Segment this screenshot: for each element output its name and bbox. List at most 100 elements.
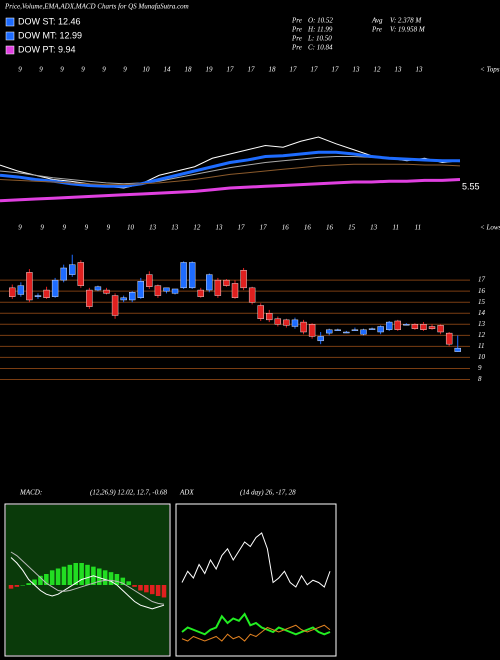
indicator-line xyxy=(10,551,165,605)
candle-body xyxy=(377,326,384,333)
y-tick-label: 12 xyxy=(478,331,486,339)
date-label: 10 xyxy=(127,224,135,232)
y-tick-label: 11 xyxy=(478,342,484,350)
histogram-bar xyxy=(144,585,149,593)
stat-prefix: Pre xyxy=(291,26,302,34)
date-label: 17 xyxy=(248,66,256,74)
candle-body xyxy=(351,329,359,331)
ema-line xyxy=(0,178,461,203)
histogram-bar xyxy=(161,585,167,598)
candle-body xyxy=(180,262,187,289)
y-tick-label: 15 xyxy=(478,298,486,306)
date-label: 9 xyxy=(102,66,106,74)
candle-body xyxy=(34,295,42,297)
volume-value: V: 2.378 M xyxy=(390,17,422,25)
candle-body xyxy=(129,292,136,301)
candle-body xyxy=(240,269,247,289)
histogram-bar xyxy=(79,563,84,585)
histogram-bar xyxy=(114,574,120,585)
histogram-bar xyxy=(102,570,108,585)
histogram-bar xyxy=(49,570,55,585)
ema-line xyxy=(0,156,461,185)
candle-body xyxy=(60,267,67,281)
indicator-line xyxy=(181,612,331,636)
date-label: 17 xyxy=(311,66,319,74)
macd-frame xyxy=(4,503,171,657)
candle-body xyxy=(283,319,290,326)
stat-value: H: 11.99 xyxy=(307,26,333,34)
histogram-bar xyxy=(14,585,20,587)
histogram-bar xyxy=(26,583,31,585)
date-label: 17 xyxy=(238,224,246,232)
histogram-bar xyxy=(149,585,155,595)
candle-body xyxy=(146,274,153,287)
date-label: 14 xyxy=(164,66,172,74)
y-tick-label: 14 xyxy=(478,309,486,317)
legend-label: DOW ST: 12.46 xyxy=(18,16,81,26)
histogram-bar xyxy=(138,585,143,591)
stat-value: O: 10.52 xyxy=(308,17,333,25)
stat-prefix: Pre xyxy=(291,35,302,43)
row-label: < Tops xyxy=(480,66,500,74)
date-label: 16 xyxy=(282,224,290,232)
candle-body xyxy=(343,331,350,334)
y-tick-label: 9 xyxy=(478,364,482,372)
candle-body xyxy=(137,281,144,298)
candle-body xyxy=(69,264,76,275)
legend-label: DOW MT: 12.99 xyxy=(18,30,82,40)
candle-body xyxy=(43,289,50,298)
date-label: 13 xyxy=(370,224,378,232)
date-label: 13 xyxy=(416,66,424,74)
date-label: 9 xyxy=(81,66,85,74)
ema-line xyxy=(0,150,460,188)
candle-body xyxy=(257,305,264,319)
date-label: 9 xyxy=(85,224,89,232)
candle-body xyxy=(317,336,324,342)
stat-value: L: 10.50 xyxy=(307,35,332,43)
candle-body xyxy=(334,329,341,331)
indicator-line xyxy=(181,624,331,642)
histogram-bar xyxy=(44,574,49,585)
indicator-line xyxy=(181,532,331,588)
candle-body xyxy=(17,285,25,295)
candle-body xyxy=(445,332,453,345)
candle-body xyxy=(437,325,444,333)
candle-body xyxy=(300,321,307,333)
panel-title: ADX xyxy=(179,489,194,497)
candle-body xyxy=(231,283,239,298)
date-label: 10 xyxy=(143,66,151,74)
candle-body xyxy=(360,329,367,335)
legend-swatch xyxy=(5,17,15,27)
date-label: 18 xyxy=(269,66,277,74)
histogram-bar xyxy=(97,568,102,585)
candle-body xyxy=(86,289,93,307)
date-label: 9 xyxy=(60,66,64,74)
histogram-bar xyxy=(38,575,43,585)
candle-body xyxy=(274,318,282,325)
date-label: 13 xyxy=(395,66,403,74)
date-label: 9 xyxy=(18,224,22,232)
y-tick-label: 16 xyxy=(478,287,486,295)
date-label: 13 xyxy=(149,224,157,232)
date-label: 11 xyxy=(393,224,399,232)
date-label: 13 xyxy=(215,224,223,232)
candle-body xyxy=(248,287,256,303)
y-tick-label: 10 xyxy=(478,353,486,361)
date-label: 9 xyxy=(18,66,22,74)
date-label: 9 xyxy=(107,224,111,232)
histogram-bar xyxy=(67,564,73,585)
candle-body xyxy=(188,262,196,289)
histogram-bar xyxy=(126,581,131,585)
volume-prefix: Avg xyxy=(371,17,383,25)
candle-body xyxy=(223,279,230,286)
candle-body xyxy=(77,262,85,286)
legend-swatch xyxy=(5,45,15,55)
histogram-bar xyxy=(108,572,114,585)
date-label: 9 xyxy=(123,66,127,74)
date-label: 15 xyxy=(348,224,356,232)
candle-body xyxy=(420,324,427,330)
y-tick-label: 13 xyxy=(478,320,486,328)
date-label: 17 xyxy=(227,66,235,74)
date-label: 11 xyxy=(415,224,421,232)
